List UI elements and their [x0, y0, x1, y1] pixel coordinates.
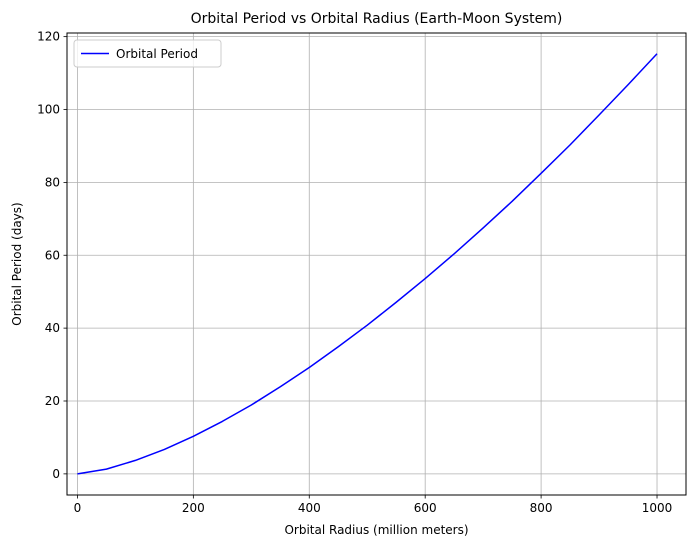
- y-tick-label: 120: [37, 30, 60, 44]
- grid-lines: [67, 33, 686, 495]
- x-tick-label: 0: [74, 501, 82, 515]
- series-layer: [77, 53, 658, 475]
- axis-ticks: 0 200 400 600 800 1000 0 20 40 60 80 100 120: [37, 30, 672, 515]
- y-tick-label: 100: [37, 103, 60, 117]
- legend-box: [73, 39, 222, 68]
- legend-label: Orbital Period: [116, 47, 198, 61]
- x-axis-title: Orbital Radius (million meters): [284, 523, 468, 537]
- y-tick-label: 40: [45, 321, 60, 335]
- y-tick-label: 20: [45, 394, 60, 408]
- x-tick-label: 400: [298, 501, 321, 515]
- y-tick-label: 80: [45, 175, 60, 189]
- plot-frame: [66, 32, 687, 496]
- y-axis-title: Orbital Period (days): [10, 202, 24, 325]
- x-tick-label: 1000: [642, 501, 673, 515]
- y-tick-label: 0: [52, 467, 60, 481]
- x-tick-label: 200: [182, 501, 205, 515]
- series-line-orbital-period: [77, 53, 658, 475]
- x-tick-label: 800: [530, 501, 553, 515]
- y-tick-label: 60: [45, 248, 60, 262]
- x-tick-label: 600: [414, 501, 437, 515]
- chart-title: Orbital Period vs Orbital Radius (Earth-…: [191, 11, 563, 27]
- legend: Orbital Period: [73, 39, 222, 68]
